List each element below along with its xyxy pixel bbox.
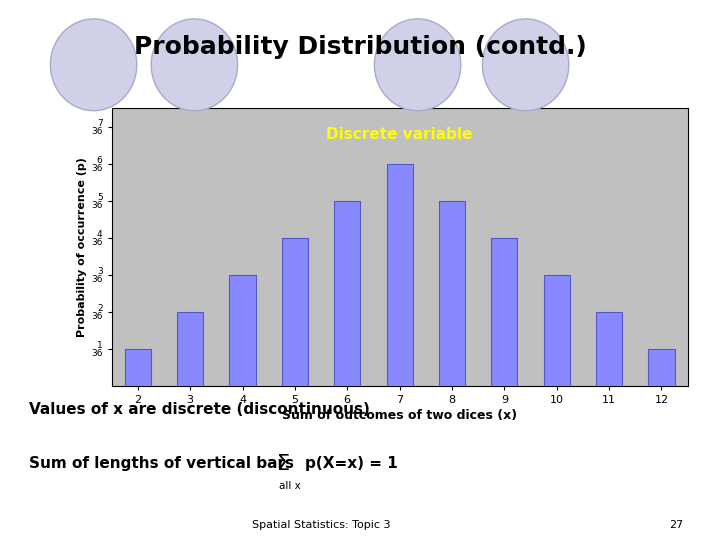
Bar bbox=[282, 238, 308, 386]
Text: Probability Distribution (contd.): Probability Distribution (contd.) bbox=[134, 35, 586, 59]
Text: 27: 27 bbox=[670, 520, 684, 530]
Text: Values of x are discrete (discontinuous): Values of x are discrete (discontinuous) bbox=[29, 402, 369, 417]
Bar bbox=[491, 238, 518, 386]
Text: Spatial Statistics: Topic 3: Spatial Statistics: Topic 3 bbox=[252, 520, 390, 530]
Text: p(X=x) = 1: p(X=x) = 1 bbox=[305, 456, 397, 471]
Text: Sum of lengths of vertical bars: Sum of lengths of vertical bars bbox=[29, 456, 299, 471]
Bar bbox=[544, 275, 570, 386]
Bar bbox=[648, 349, 675, 386]
Text: Discrete variable: Discrete variable bbox=[326, 127, 473, 143]
Bar bbox=[387, 164, 413, 386]
Bar bbox=[230, 275, 256, 386]
Bar bbox=[334, 201, 360, 386]
X-axis label: Sum of outcomes of two dices (x): Sum of outcomes of two dices (x) bbox=[282, 409, 517, 422]
Bar bbox=[596, 312, 622, 386]
Bar bbox=[439, 201, 465, 386]
Text: all x: all x bbox=[279, 481, 301, 491]
Bar bbox=[125, 349, 151, 386]
Text: Σ: Σ bbox=[277, 454, 290, 474]
Bar bbox=[177, 312, 203, 386]
Y-axis label: Probability of occurrence (p): Probability of occurrence (p) bbox=[77, 157, 87, 337]
